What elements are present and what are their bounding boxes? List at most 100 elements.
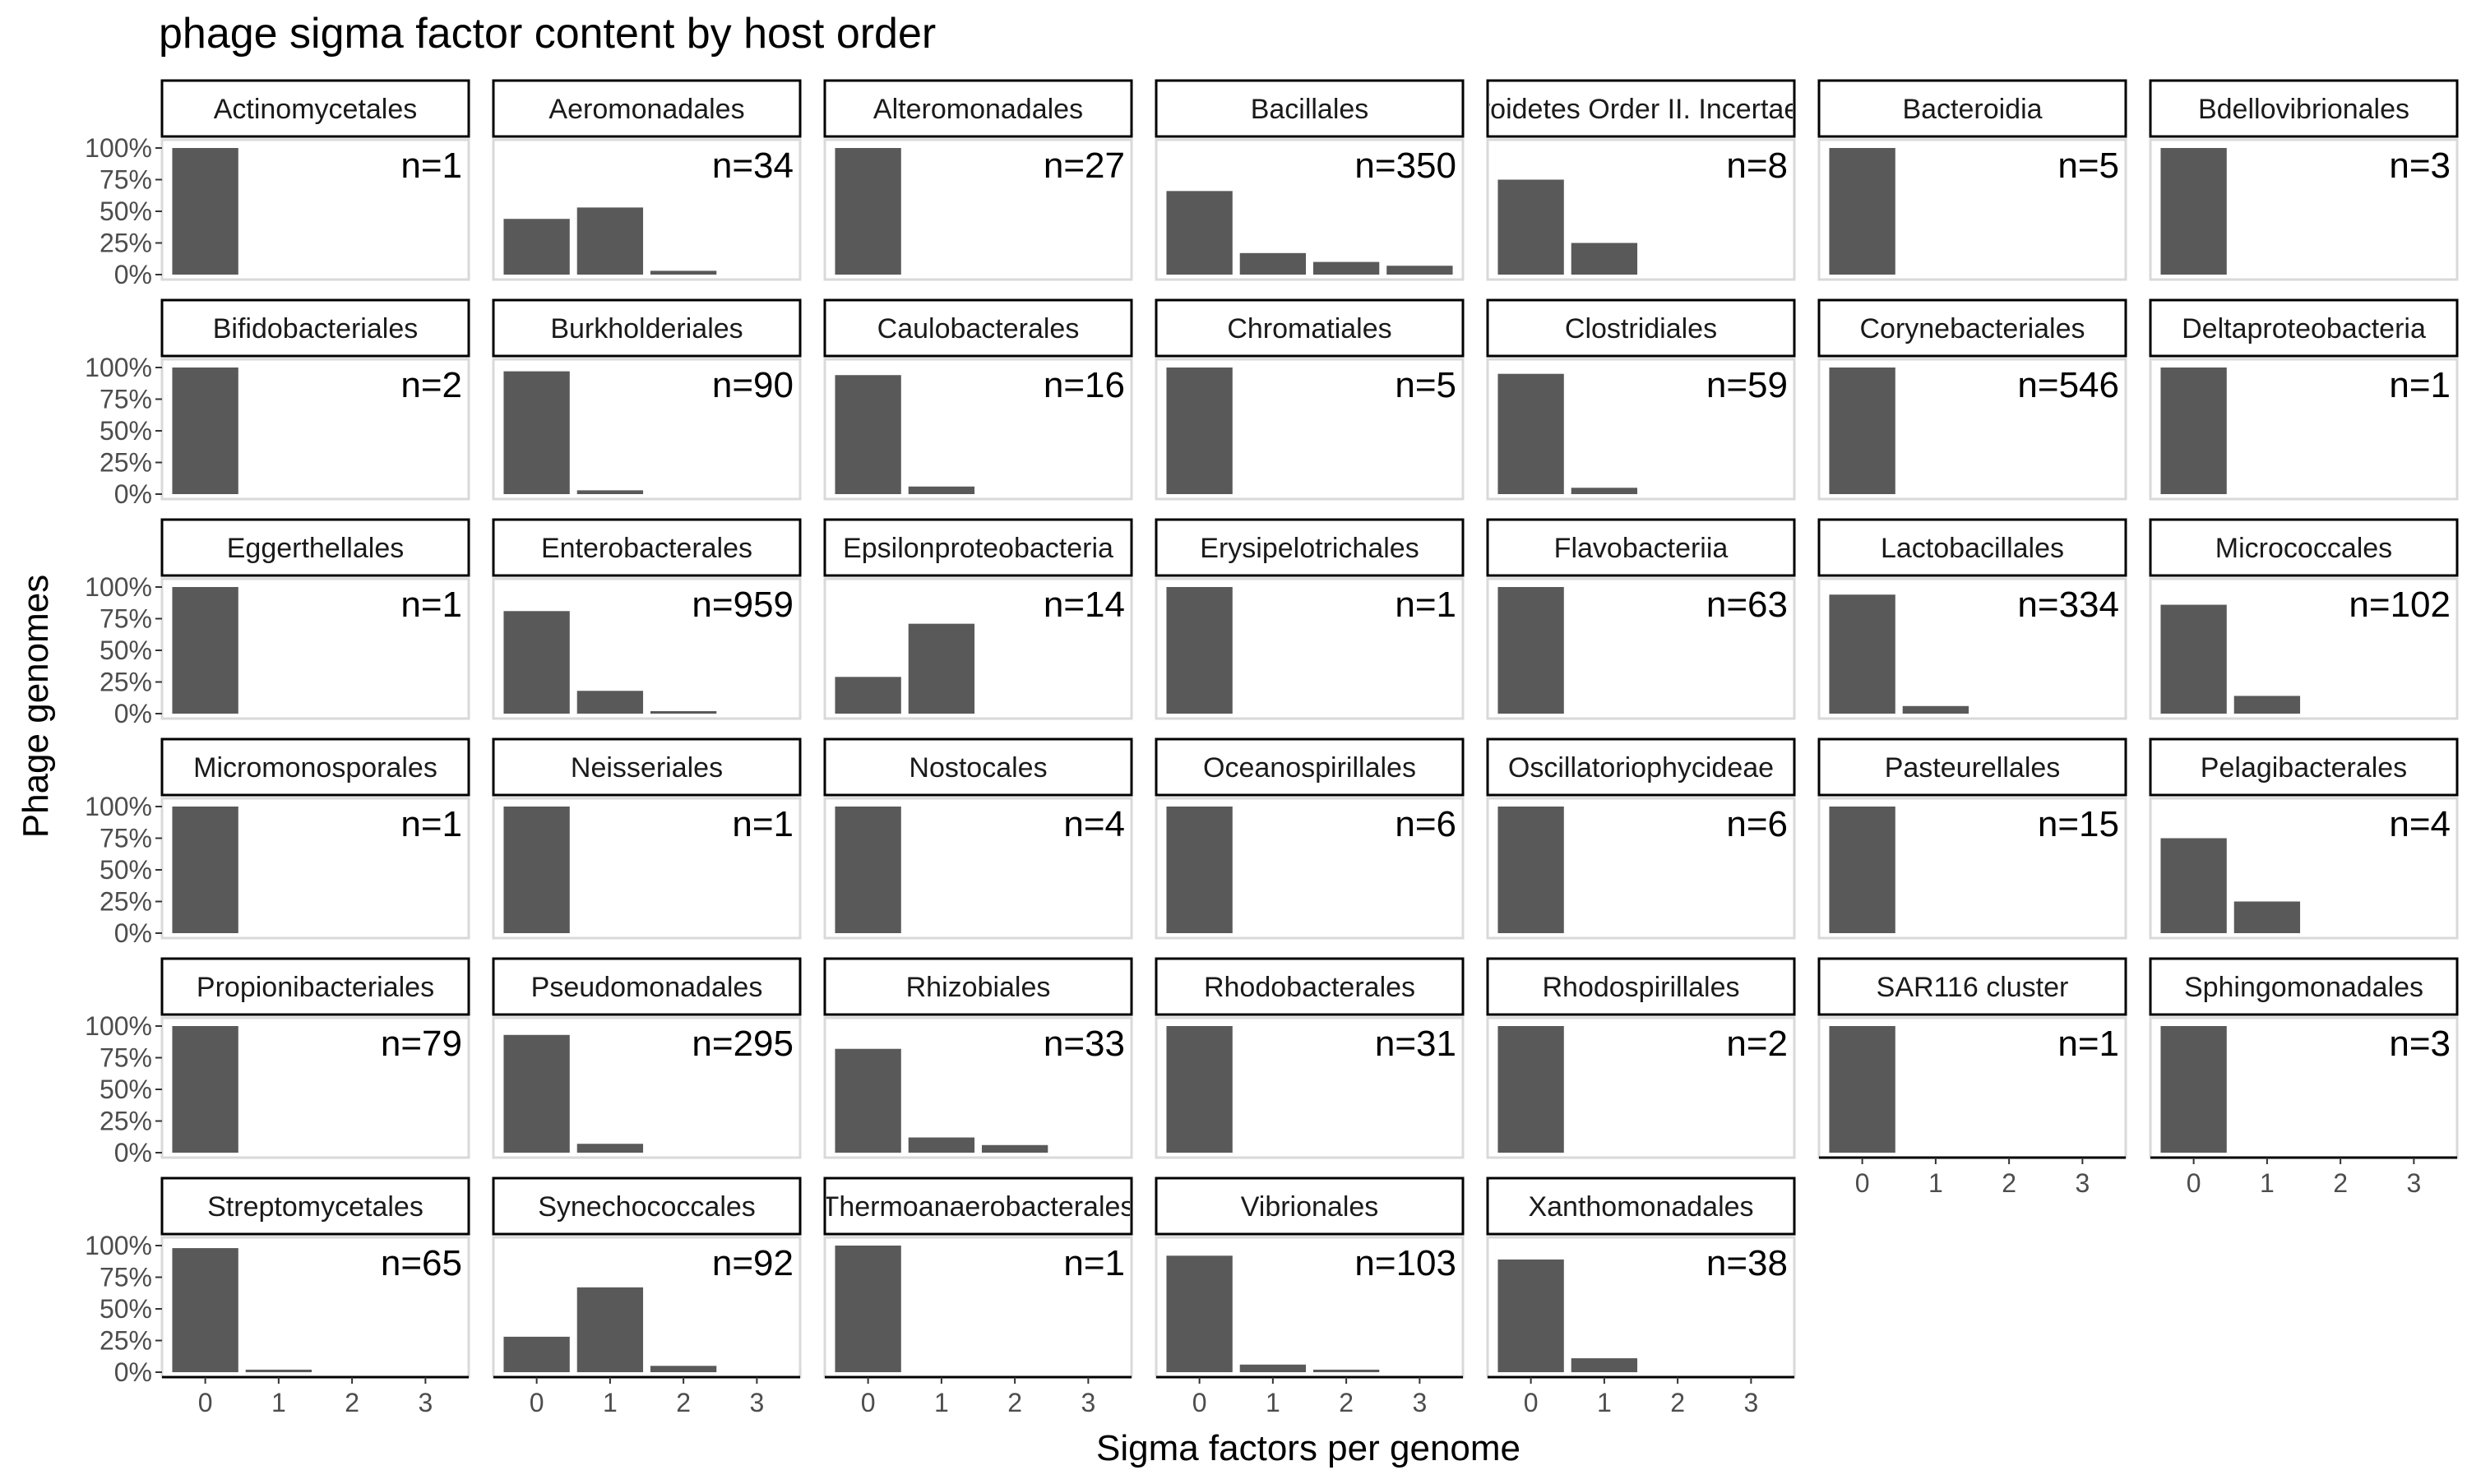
sample-size-label: n=4 — [1063, 804, 1125, 844]
sample-size-label: n=350 — [1354, 146, 1456, 186]
facet-panel: Bifidobacteriales n=2 0%25%50%75% 100% — [85, 298, 470, 509]
facet-strip — [823, 957, 1133, 1016]
facet-strip — [1155, 518, 1465, 577]
x-tick-label: 0 — [1524, 1388, 1539, 1417]
y-tick-label: 50% — [100, 196, 152, 226]
facet-strip-label: Epsilonproteobacteria — [843, 533, 1113, 564]
bar — [2160, 1026, 2227, 1153]
facet-panel: Alteromonadales n=27 — [823, 79, 1133, 281]
y-tick-label: 50% — [100, 1294, 152, 1324]
bar — [2233, 901, 2301, 933]
facet-panel: Burkholderiales n=90 — [492, 298, 802, 501]
facet-strip — [823, 1177, 1133, 1236]
bar — [172, 1026, 238, 1153]
bar — [650, 270, 717, 275]
facet-strip-label: Bacteroidetes Order II. Incertae sedis — [1409, 94, 1872, 125]
facet-strip — [1486, 298, 1796, 358]
facet-strip-label: Oscillatoriophycideae — [1508, 752, 1774, 784]
facet-panel: Bacteroidetes Order II. Incertae sedis n=… — [1409, 79, 1872, 281]
y-tick-label: 25% — [100, 229, 152, 258]
facet-strip-label: Deltaproteobacteria — [2182, 313, 2426, 344]
facet-strip-label: Vibrionales — [1241, 1191, 1379, 1223]
bar — [503, 1034, 570, 1153]
sample-size-label: n=2 — [1726, 1024, 1788, 1064]
facet-strip-label: Chromatiales — [1227, 313, 1391, 344]
facet-strip — [1155, 737, 1465, 797]
bar — [1829, 148, 1895, 275]
facet-strip-label: Rhodospirillales — [1542, 972, 1739, 1003]
bar — [650, 711, 717, 714]
bar — [576, 1144, 644, 1153]
sample-size-label: n=6 — [1395, 804, 1456, 844]
facet-panel: Pelagibacterales n=4 — [2149, 737, 2459, 940]
sample-size-label: n=59 — [1706, 365, 1788, 405]
sample-size-label: n=959 — [692, 585, 794, 625]
facet-strip — [160, 737, 470, 797]
facet-strip — [160, 518, 470, 577]
y-tick-label: 25% — [100, 1107, 152, 1136]
facet-strip — [160, 957, 470, 1016]
bar — [245, 1369, 312, 1372]
facet-panels: Actinomycetalesn=10%25%50%75%100%Aeromon… — [85, 79, 2459, 1417]
x-tick-label: 1 — [1928, 1168, 1943, 1198]
facet-panel: Neisseriales n=1 — [492, 737, 802, 940]
facet-strip-label: Pasteurellales — [1885, 752, 2061, 784]
facet-strip-label: Rhodobacterales — [1204, 972, 1415, 1003]
x-tick-label: 2 — [676, 1388, 691, 1417]
bar — [1497, 807, 1564, 933]
bar — [172, 368, 238, 494]
x-tick-label: 3 — [418, 1388, 433, 1417]
sample-size-label: n=3 — [2389, 146, 2451, 186]
y-tick-label: 0% — [114, 1138, 152, 1167]
facet-panel: Micromonosporales n=1 0%25%50%75% 100% — [85, 737, 470, 948]
y-tick-label: 75% — [100, 165, 152, 195]
bar — [1166, 587, 1233, 714]
facet-strip — [1155, 957, 1465, 1016]
x-tick-label: 1 — [603, 1388, 618, 1417]
sample-size-label: n=79 — [381, 1024, 462, 1064]
sample-size-label: n=33 — [1044, 1024, 1125, 1064]
y-tick-label: 75% — [100, 604, 152, 634]
x-tick-label: 1 — [2260, 1168, 2275, 1198]
x-tick-label: 1 — [934, 1388, 949, 1417]
bar — [650, 1366, 717, 1372]
sample-size-label: n=1 — [400, 585, 462, 625]
facet-panel: Clostridiales n=59 — [1486, 298, 1796, 501]
facet-strip — [823, 298, 1133, 358]
x-tick-label: 0 — [198, 1388, 213, 1417]
sample-size-label: n=1 — [732, 804, 794, 844]
bar — [1166, 368, 1233, 494]
facet-panel: Oceanospirillales n=6 — [1155, 737, 1465, 940]
y-tick-label: 100% — [85, 1231, 152, 1260]
facet-strip — [160, 79, 470, 138]
facet-panel: Lactobacillales n=334 — [1817, 518, 2127, 720]
sample-size-label: n=1 — [400, 146, 462, 186]
bar — [1166, 1255, 1233, 1372]
facet-strip-label: Oceanospirillales — [1203, 752, 1416, 784]
bar — [1829, 594, 1895, 714]
y-tick-label: 0% — [114, 479, 152, 509]
x-tick-label: 3 — [1743, 1388, 1758, 1417]
x-tick-label: 3 — [1081, 1388, 1095, 1417]
bar — [1829, 368, 1895, 494]
facet-strip — [1817, 737, 2127, 797]
x-tick-label: 1 — [271, 1388, 286, 1417]
facet-panel: Actinomycetales n=1 0%25% 50%75%100% — [85, 79, 470, 289]
sample-size-label: n=16 — [1044, 365, 1125, 405]
facet-strip — [2149, 737, 2459, 797]
facet-strip — [1155, 298, 1465, 358]
facet-strip — [1486, 1177, 1796, 1236]
facet-strip — [1486, 737, 1796, 797]
bar — [2233, 696, 2301, 714]
bar — [1497, 373, 1564, 494]
sample-size-label: n=103 — [1354, 1243, 1456, 1283]
y-tick-label: 50% — [100, 636, 152, 665]
facet-panel: Vibrionales n=103 0 1 2 3 — [1155, 1177, 1465, 1417]
sample-size-label: n=8 — [1726, 146, 1788, 186]
facet-strip-label: Aeromonadales — [548, 94, 744, 125]
facet-panel: Bacteroidia n=5 — [1817, 79, 2127, 281]
bar — [503, 219, 570, 275]
facet-strip-label: Erysipelotrichales — [1200, 533, 1419, 564]
bar — [1902, 705, 1969, 714]
bar — [503, 611, 570, 714]
